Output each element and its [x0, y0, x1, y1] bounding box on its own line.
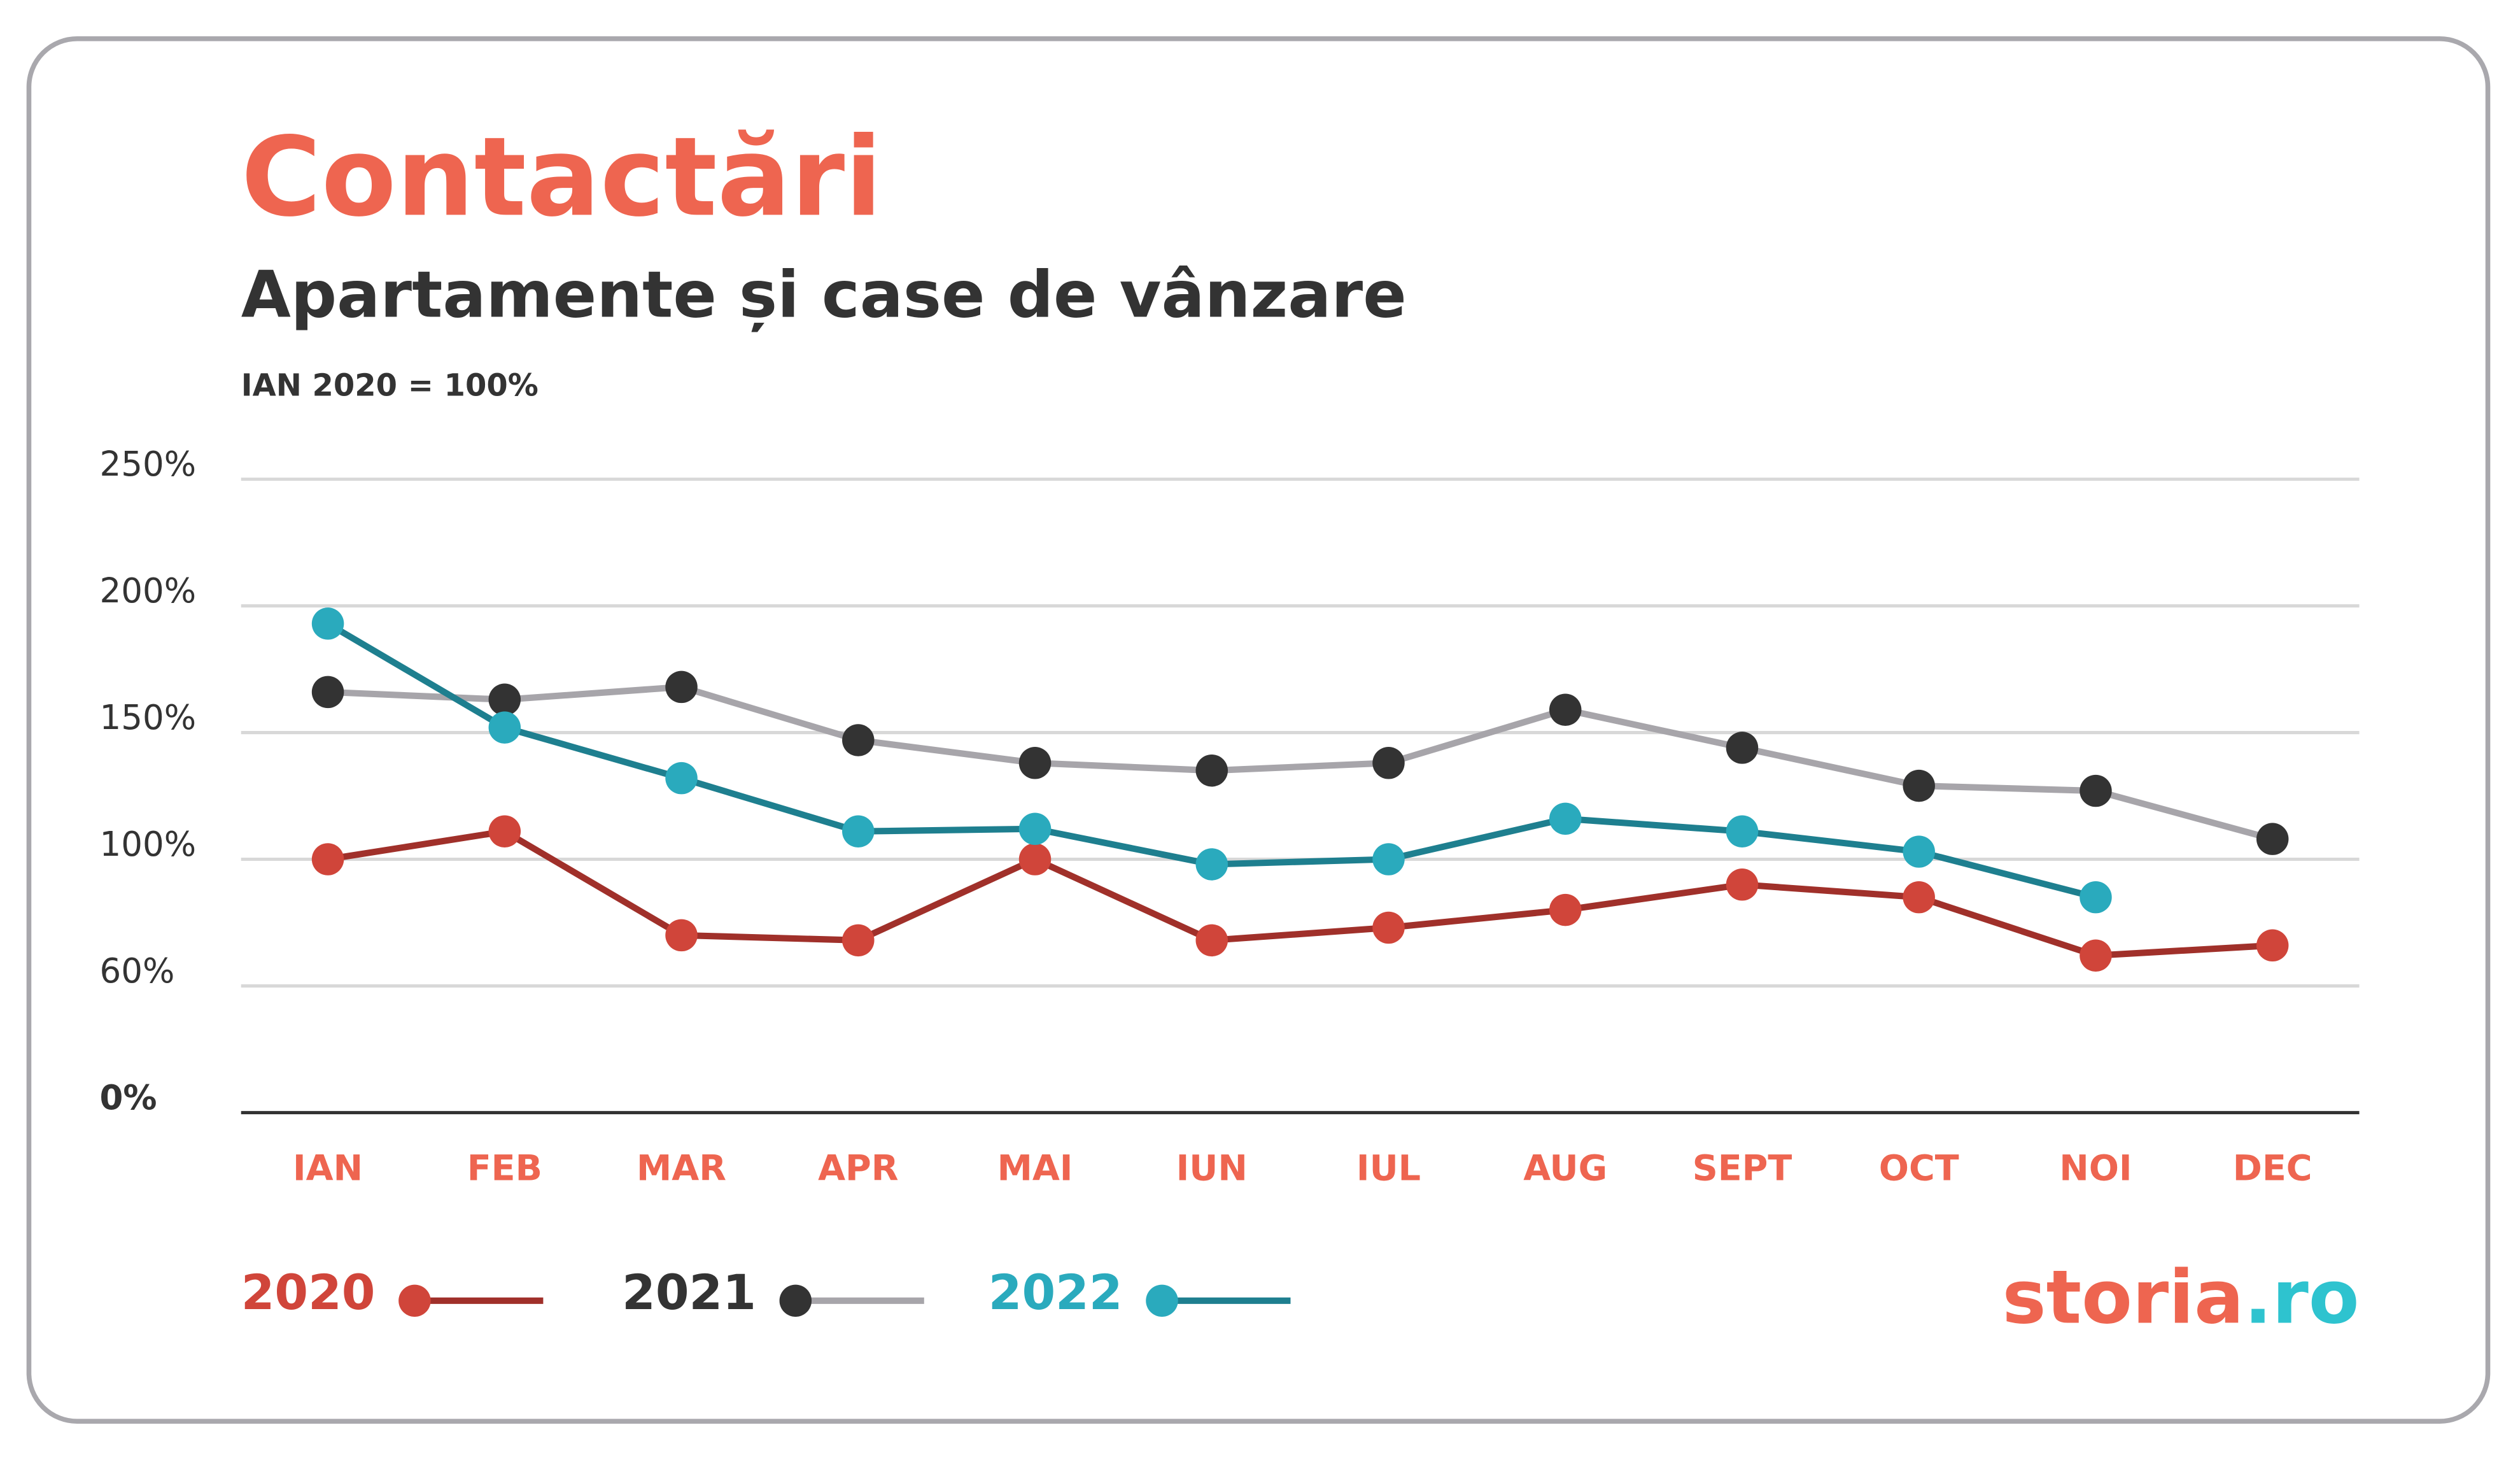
data-point	[1195, 924, 1228, 957]
data-point	[1549, 802, 1582, 835]
data-point	[2256, 823, 2289, 855]
y-tick-label: 150%	[100, 698, 197, 737]
x-tick-label: NOI	[2059, 1147, 2132, 1189]
data-point	[311, 607, 344, 640]
x-tick-label: OCT	[1879, 1147, 1959, 1189]
data-point	[1549, 693, 1582, 726]
card	[26, 36, 2491, 1424]
data-point	[2080, 774, 2112, 807]
data-point	[1726, 868, 1759, 901]
x-tick-label: AUG	[1523, 1147, 1607, 1189]
data-point	[488, 711, 521, 744]
series-line	[327, 683, 2274, 842]
y-tick-label: 200%	[100, 571, 197, 611]
legend-marker	[779, 1284, 812, 1317]
x-tick-label: FEB	[467, 1147, 542, 1189]
legend-marker	[1146, 1284, 1178, 1317]
data-point	[842, 724, 875, 756]
data-point	[665, 670, 698, 704]
x-tick-label: APR	[818, 1147, 898, 1189]
data-point	[842, 924, 875, 957]
data-point	[1372, 843, 1405, 875]
data-point	[2256, 929, 2289, 962]
logo-suffix: .ro	[2244, 1254, 2359, 1340]
data-point	[488, 683, 521, 716]
data-point	[1903, 881, 1935, 914]
logo-main: storia	[2002, 1254, 2244, 1340]
x-tick-label: MAI	[997, 1147, 1073, 1189]
data-point	[842, 815, 875, 847]
data-point	[1372, 747, 1405, 779]
data-point	[665, 762, 698, 795]
x-tick-label: IAN	[293, 1147, 363, 1189]
data-point	[1726, 732, 1759, 764]
data-point	[1549, 893, 1582, 926]
x-tick-label: SEPT	[1693, 1147, 1792, 1189]
legend-marker	[398, 1284, 431, 1317]
series-line	[327, 828, 2273, 959]
chart-title: Contactări	[241, 114, 882, 241]
x-tick-label: IUN	[1176, 1147, 1248, 1189]
data-point	[1018, 812, 1052, 845]
data-point	[1726, 815, 1759, 847]
data-point	[488, 815, 521, 847]
legend-label: 2021	[622, 1265, 756, 1321]
logo: storia.ro	[2002, 1254, 2359, 1340]
data-point	[1903, 835, 1935, 868]
y-tick-label: 0%	[100, 1078, 157, 1117]
y-tick-label: 60%	[100, 951, 175, 991]
y-tick-label: 250%	[100, 444, 197, 484]
data-point	[311, 843, 344, 875]
data-point	[2080, 939, 2112, 972]
data-point	[1018, 747, 1052, 779]
x-tick-label: MAR	[637, 1147, 726, 1189]
data-point	[2080, 881, 2112, 914]
data-point	[665, 919, 698, 952]
chart-subtitle: Apartamente și case de vânzare	[241, 257, 1407, 332]
data-point	[1195, 848, 1228, 881]
x-tick-label: DEC	[2233, 1147, 2312, 1189]
note: IAN 2020 = 100%	[241, 368, 538, 404]
data-point	[1372, 911, 1405, 944]
data-point	[1018, 843, 1052, 875]
data-point	[1903, 769, 1935, 802]
legend-label: 2020	[241, 1265, 376, 1321]
y-tick-label: 100%	[100, 825, 197, 864]
data-point	[1195, 754, 1228, 787]
data-point	[311, 676, 344, 709]
x-tick-label: IUL	[1356, 1147, 1421, 1189]
legend-label: 2022	[989, 1265, 1123, 1321]
